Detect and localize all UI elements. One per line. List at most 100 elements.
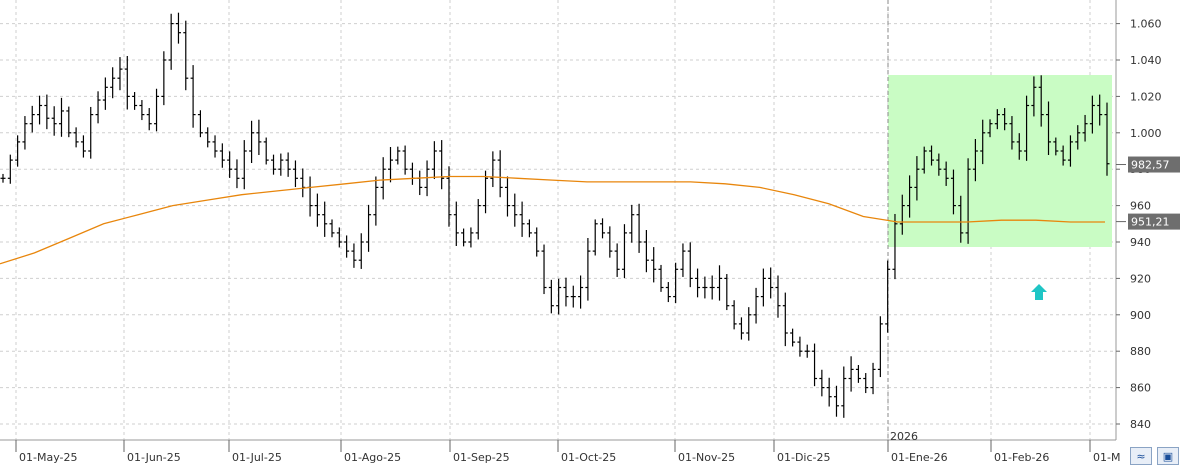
ohlc-bar <box>768 267 774 299</box>
ohlc-bar <box>344 235 350 258</box>
x-tick-label: 01-Ene-26 <box>891 451 948 464</box>
ohlc-bar <box>943 161 949 186</box>
ohlc-bar <box>621 224 627 279</box>
x-axis: 01-May-25 01-Jun-25 01-Jul-25 01-Ago-25 01-S… <box>15 440 1120 464</box>
ohlc-bar <box>870 362 876 395</box>
ohlc-bar <box>724 274 730 311</box>
ohlc-bar <box>899 194 905 235</box>
ohlc-bar <box>461 228 467 247</box>
ohlc-bar <box>1046 101 1052 156</box>
ohlc-bar <box>980 119 986 165</box>
ohlc-bar <box>753 287 759 324</box>
ohlc-bar <box>833 385 839 417</box>
ohlc-bar <box>37 95 43 125</box>
ma-value-tag: 951,21 <box>1116 213 1180 230</box>
ohlc-bar <box>234 159 240 189</box>
ohlc-bar <box>1097 94 1103 126</box>
ohlc-bar <box>885 260 891 333</box>
ohlc-bar <box>117 57 123 91</box>
ohlc-bar <box>329 219 335 238</box>
ohlc-bar <box>439 140 445 190</box>
ohlc-bar <box>373 176 379 226</box>
ohlc-bar <box>387 146 393 183</box>
ohlc-bar <box>1031 76 1037 117</box>
ohlc-bar <box>402 145 408 175</box>
ohlc-bar <box>431 141 437 180</box>
ohlc-bar <box>132 92 138 110</box>
x-tick-label: 01-Sep-25 <box>453 451 510 464</box>
ohlc-bar <box>29 105 35 133</box>
ohlc-bar <box>358 233 364 269</box>
ohlc-bar <box>417 170 423 196</box>
ohlc-bar <box>797 336 803 357</box>
last-price-tag: 982,57 <box>1116 156 1180 173</box>
ohlc-bar <box>651 247 657 283</box>
ohlc-bar <box>241 140 247 190</box>
ohlc-bar <box>921 146 927 174</box>
ohlc-bar <box>673 262 679 304</box>
ohlc-bar <box>66 106 72 138</box>
ohlc-bar <box>102 77 108 110</box>
ohlc-bar <box>366 204 372 252</box>
ohlc-bar <box>658 264 664 292</box>
ohlc-bar <box>534 227 540 257</box>
ohlc-bar <box>1009 116 1015 150</box>
ohlc-bar <box>161 51 167 106</box>
ohlc-bar <box>146 108 152 131</box>
ohlc-bar <box>592 219 598 256</box>
ohlc-bar <box>987 119 993 138</box>
ohlc-bar <box>548 279 554 314</box>
ohlc-bar <box>1053 137 1059 156</box>
ohlc-bar <box>490 151 496 188</box>
ohlc-bar <box>256 119 262 156</box>
ohlc-bar <box>929 145 935 166</box>
ohlc-bar <box>110 67 116 99</box>
ohlc-bar <box>168 13 174 70</box>
ohlc-bar <box>731 300 737 330</box>
ohlc-bar <box>124 55 130 110</box>
ohlc-bar <box>278 153 284 176</box>
ohlc-bar <box>219 143 225 168</box>
y-tick-label: 900 <box>1130 309 1151 322</box>
x-tick-label: 01-Ago-25 <box>344 451 401 464</box>
ohlc-bar <box>717 265 723 301</box>
ohlc-bar <box>336 227 342 248</box>
ohlc-bar <box>197 110 203 138</box>
x-tick-label: 01-Nov-25 <box>678 451 735 464</box>
x-tick-label: 01-Jul-25 <box>232 451 282 464</box>
ohlc-bar <box>760 268 766 307</box>
ohlc-bar <box>300 168 306 198</box>
ohlc-bar <box>497 150 503 198</box>
y-tick-label: 1.040 <box>1130 54 1162 67</box>
ohlc-bar <box>994 109 1000 130</box>
ohlc-bar <box>600 218 606 239</box>
ohlc-bar <box>643 229 649 273</box>
year-label: 2026 <box>890 430 918 443</box>
ohlc-bar <box>15 135 21 167</box>
ohlc-bar <box>183 20 189 91</box>
ohlc-bar <box>44 94 50 130</box>
x-tick-label: 01-M <box>1093 451 1120 464</box>
ohlc-bar <box>1082 114 1088 142</box>
save-icon[interactable]: ▣ <box>1157 447 1179 465</box>
ohlc-bar <box>409 162 415 185</box>
price-tags: 982,57 951,21 <box>1116 156 1180 230</box>
ohlc-bar <box>1016 133 1022 160</box>
ohlc-bar <box>95 91 101 124</box>
x-tick-label: 01-Jun-25 <box>127 451 181 464</box>
y-tick-label: 960 <box>1130 200 1151 213</box>
ohlc-bar <box>826 377 832 407</box>
ohlc-bar <box>212 135 218 158</box>
ohlc-bar <box>88 106 94 159</box>
ohlc-bar <box>512 193 518 227</box>
ohlc-bar <box>519 201 525 237</box>
ohlc-bar <box>1038 75 1044 127</box>
fit-icon[interactable]: ≈ <box>1130 447 1152 465</box>
ohlc-bar <box>205 127 211 148</box>
ohlc-bar <box>848 356 854 392</box>
ma-value-tag-text: 951,21 <box>1131 216 1170 229</box>
x-tick-label: 01-May-25 <box>19 451 77 464</box>
ohlc-bar <box>570 285 576 308</box>
y-tick-label: 840 <box>1130 418 1151 431</box>
